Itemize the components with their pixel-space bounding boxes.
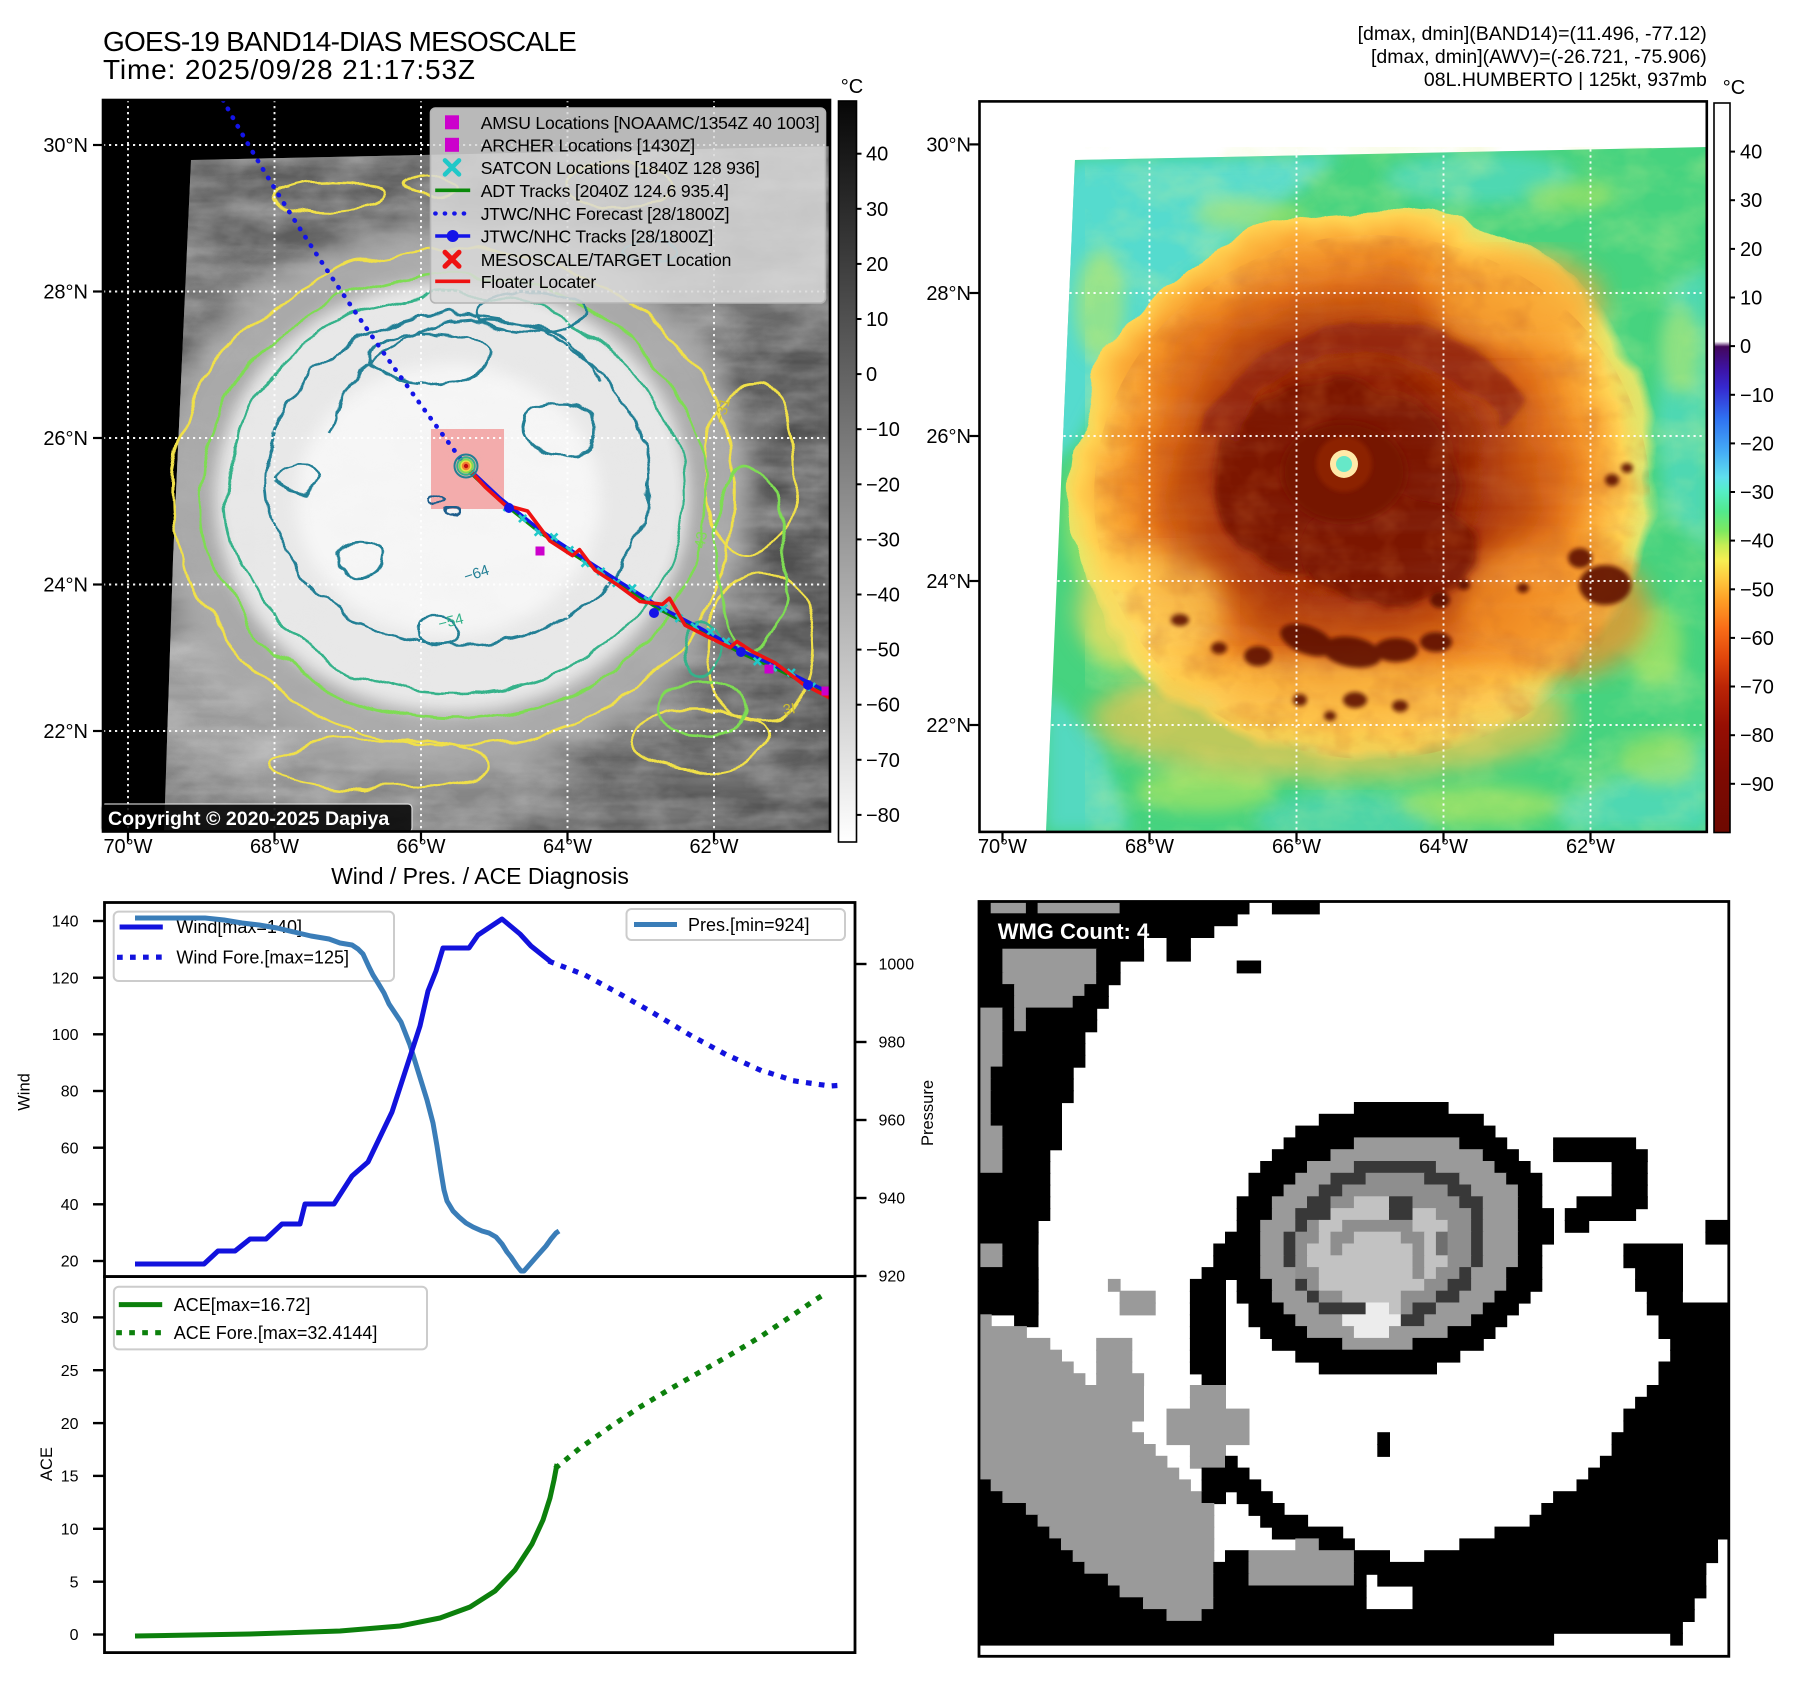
svg-text:MESOSCALE/TARGET Location: MESOSCALE/TARGET Location xyxy=(481,250,732,270)
svg-text:Pres.[min=924]: Pres.[min=924] xyxy=(688,915,810,935)
svg-text:24°N: 24°N xyxy=(43,575,88,597)
svg-text:20: 20 xyxy=(1740,239,1762,261)
svg-text:24°N: 24°N xyxy=(926,571,971,593)
svg-text:−70: −70 xyxy=(1740,677,1774,699)
svg-text:62°W: 62°W xyxy=(689,836,738,858)
svg-text:−30: −30 xyxy=(1740,482,1774,504)
svg-text:30°N: 30°N xyxy=(926,134,971,156)
svg-text:−40: −40 xyxy=(1740,531,1774,553)
svg-text:[dmax, dmin](BAND14)=(11.496,: [dmax, dmin](BAND14)=(11.496, -77.12) xyxy=(1358,23,1707,45)
svg-text:70°W: 70°W xyxy=(978,836,1027,858)
svg-text:−10: −10 xyxy=(1740,385,1774,407)
svg-text:−50: −50 xyxy=(866,640,900,662)
svg-text:68°W: 68°W xyxy=(250,836,299,858)
svg-text:15: 15 xyxy=(61,1469,79,1486)
svg-text:26°N: 26°N xyxy=(926,426,971,448)
svg-text:920: 920 xyxy=(879,1269,906,1286)
svg-text:70°W: 70°W xyxy=(103,836,152,858)
svg-text:26°N: 26°N xyxy=(43,428,88,450)
svg-text:ACE: ACE xyxy=(38,1447,56,1481)
svg-text:ACE[max=16.72]: ACE[max=16.72] xyxy=(174,1295,311,1315)
svg-text:−50: −50 xyxy=(1740,579,1774,601)
svg-text:100: 100 xyxy=(52,1027,79,1044)
svg-text:−20: −20 xyxy=(1740,433,1774,455)
svg-text:30: 30 xyxy=(1740,190,1762,212)
svg-text:68°W: 68°W xyxy=(1125,836,1174,858)
svg-text:5: 5 xyxy=(70,1574,79,1591)
svg-text:10: 10 xyxy=(866,309,888,331)
svg-text:80: 80 xyxy=(61,1084,79,1101)
svg-text:28°N: 28°N xyxy=(43,282,88,304)
svg-text:22°N: 22°N xyxy=(926,715,971,737)
svg-text:120: 120 xyxy=(52,970,79,987)
svg-text:SATCON Locations [1840Z 128 93: SATCON Locations [1840Z 128 936] xyxy=(481,158,760,178)
svg-text:GOES-19 BAND14-DIAS MESOSCALE: GOES-19 BAND14-DIAS MESOSCALE xyxy=(103,26,576,57)
svg-text:−40: −40 xyxy=(866,585,900,607)
svg-text:940: 940 xyxy=(879,1191,906,1208)
svg-text:Wind / Pres. / ACE Diagnosis: Wind / Pres. / ACE Diagnosis xyxy=(331,863,629,889)
svg-text:66°W: 66°W xyxy=(396,836,445,858)
svg-text:30: 30 xyxy=(866,199,888,221)
svg-text:°C: °C xyxy=(1723,77,1745,99)
svg-text:60: 60 xyxy=(61,1140,79,1157)
svg-text:30: 30 xyxy=(61,1310,79,1327)
svg-text:0: 0 xyxy=(1740,336,1751,358)
svg-text:−20: −20 xyxy=(866,474,900,496)
svg-text:Copyright © 2020-2025 Dapiya: Copyright © 2020-2025 Dapiya xyxy=(108,808,390,830)
svg-text:Pressure: Pressure xyxy=(919,1080,937,1146)
svg-text:40: 40 xyxy=(1740,142,1762,164)
svg-text:08L.HUMBERTO | 125kt, 937mb: 08L.HUMBERTO | 125kt, 937mb xyxy=(1424,69,1707,91)
svg-text:66°W: 66°W xyxy=(1272,836,1321,858)
svg-text:AMSU Locations [NOAAMC/1354Z 4: AMSU Locations [NOAAMC/1354Z 40 1003] xyxy=(481,113,820,133)
svg-text:64°W: 64°W xyxy=(543,836,592,858)
svg-text:40: 40 xyxy=(61,1197,79,1214)
svg-text:30°N: 30°N xyxy=(43,135,88,157)
svg-text:ACE Fore.[max=32.4144]: ACE Fore.[max=32.4144] xyxy=(174,1323,378,1343)
svg-text:1000: 1000 xyxy=(879,957,915,974)
svg-text:−10: −10 xyxy=(866,419,900,441)
svg-text:Floater Locater: Floater Locater xyxy=(481,272,597,292)
svg-text:JTWC/NHC Tracks [28/1800Z]: JTWC/NHC Tracks [28/1800Z] xyxy=(481,227,713,247)
svg-text:−60: −60 xyxy=(1740,628,1774,650)
svg-text:−70: −70 xyxy=(866,750,900,772)
svg-text:°C: °C xyxy=(841,76,863,98)
svg-text:WMG Count: 4: WMG Count: 4 xyxy=(998,919,1150,944)
svg-text:−30: −30 xyxy=(866,529,900,551)
svg-text:0: 0 xyxy=(866,364,877,386)
svg-text:JTWC/NHC Forecast [28/1800Z]: JTWC/NHC Forecast [28/1800Z] xyxy=(481,204,730,224)
svg-text:22°N: 22°N xyxy=(43,721,88,743)
svg-text:40: 40 xyxy=(866,144,888,166)
svg-text:20: 20 xyxy=(866,254,888,276)
svg-text:−80: −80 xyxy=(1740,725,1774,747)
svg-text:960: 960 xyxy=(879,1113,906,1130)
svg-text:ADT Tracks [2040Z 124.6 935.4]: ADT Tracks [2040Z 124.6 935.4] xyxy=(481,181,729,201)
svg-text:140: 140 xyxy=(52,914,79,931)
svg-text:25: 25 xyxy=(61,1363,79,1380)
svg-text:Wind: Wind xyxy=(16,1073,34,1111)
svg-text:64°W: 64°W xyxy=(1419,836,1468,858)
svg-text:−80: −80 xyxy=(866,805,900,827)
svg-text:10: 10 xyxy=(61,1522,79,1539)
svg-text:62°W: 62°W xyxy=(1566,836,1615,858)
svg-text:980: 980 xyxy=(879,1035,906,1052)
svg-text:Time: 2025/09/28 21:17:53Z: Time: 2025/09/28 21:17:53Z xyxy=(103,54,476,85)
svg-text:−90: −90 xyxy=(1740,774,1774,796)
svg-text:0: 0 xyxy=(70,1627,79,1644)
svg-text:28°N: 28°N xyxy=(926,283,971,305)
svg-text:20: 20 xyxy=(61,1416,79,1433)
svg-text:Wind Fore.[max=125]: Wind Fore.[max=125] xyxy=(176,947,349,967)
svg-text:10: 10 xyxy=(1740,288,1762,310)
svg-text:[dmax, dmin](AWV)=(-26.721, -7: [dmax, dmin](AWV)=(-26.721, -75.906) xyxy=(1371,46,1707,68)
svg-text:ARCHER Locations [1430Z]: ARCHER Locations [1430Z] xyxy=(481,135,695,155)
svg-text:20: 20 xyxy=(61,1254,79,1271)
svg-text:−60: −60 xyxy=(866,695,900,717)
